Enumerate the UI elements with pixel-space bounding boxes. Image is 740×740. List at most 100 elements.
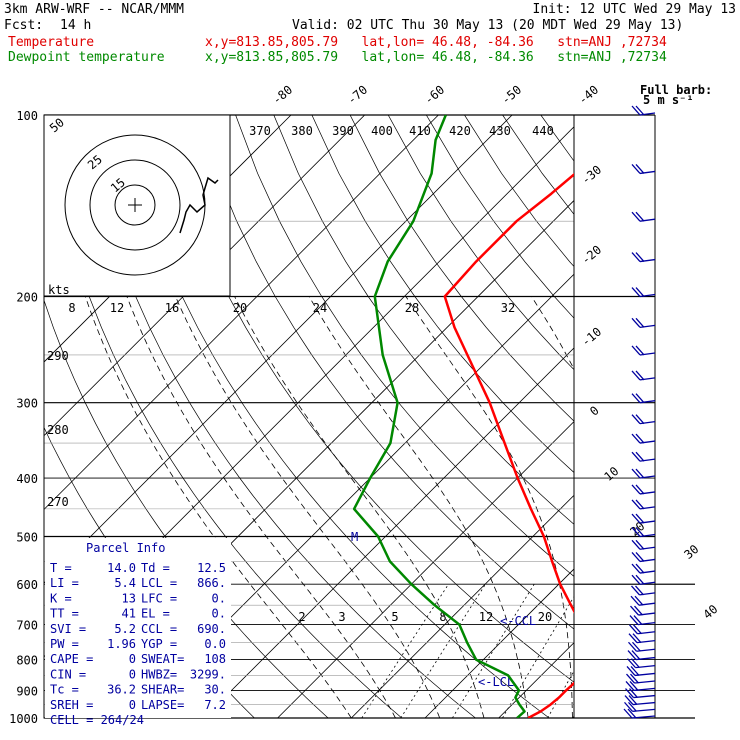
isotherm-line [424,568,574,718]
wind-barb [628,695,638,705]
parcel-info-value: 0 [129,667,136,681]
pressure-label: 400 [16,472,38,486]
wind-barb [639,506,656,510]
hodograph-trace [179,176,219,234]
isotherm-line [277,421,574,718]
wind-barb [627,650,637,660]
isotherm-line [44,115,439,510]
plot-frame [43,114,575,719]
wind-barb [639,218,656,222]
wind-barb [631,345,641,356]
mixing-ratio-line [452,583,535,718]
temperature-line [443,172,574,718]
wind-barb [624,695,634,705]
wind-barb [631,252,641,262]
temperature-legend: Temperature [8,35,95,50]
parcel-info-key: CIN = [50,667,86,681]
parcel-info-value: 12.5 [197,561,226,575]
wind-barb [635,252,645,262]
pressure-label: 900 [16,684,38,698]
parcel-info-value: 690. [197,622,226,636]
theta-label: 440 [532,124,554,138]
theta-label: 410 [409,124,431,138]
moist-adiabat-line [84,296,352,718]
moist-adiabat-line [234,296,485,718]
wind-barb [639,475,656,479]
moist-adiabat-line [405,296,573,718]
wind-barb [635,433,645,444]
isotherm-label: -40 [576,83,602,108]
dry-adiabat-line [425,115,574,319]
wind-barb [631,317,641,328]
parcel-info-title: Parcel Info [86,541,165,555]
mixing-ratio-label: 12 [479,610,493,624]
parcel-info-cell: CELL = 264/24 [50,713,144,727]
wind-barb [631,552,641,562]
isotherm-line [351,494,574,718]
wind-barb [632,641,641,652]
hodograph-ring [114,184,156,226]
wind-barb [635,513,645,524]
parcel-marker: M [351,530,358,544]
wind-barb [635,451,645,462]
mixing-ratio-label: 20 [538,610,552,624]
wind-barb [639,533,656,538]
wind-barb [635,552,645,562]
wind-barb [635,563,645,574]
parcel-info-value: 30. [204,683,226,697]
wind-barb [631,484,641,495]
hodograph-ring [89,159,181,251]
wind-barb [625,688,634,699]
isotherm-line [203,347,574,718]
dry-adiabat-label: 270 [47,495,69,509]
dewpoint-location: x,y=813.85,805.79 lat,lon= 46.48, -84.36… [205,50,667,65]
parcel-info-panel [45,538,231,718]
dry-adiabat-line [235,115,574,577]
dewpoint-line [352,115,526,718]
dry-adiabat-line [579,115,740,718]
mixing-ratio-line [502,595,574,718]
wind-barb [631,563,641,574]
wind-barb [639,592,656,596]
wind-barb [627,658,636,669]
wind-barb [626,666,636,676]
wind-barb [631,164,641,174]
mixing-ratio-line [400,583,486,718]
wind-barb [628,701,637,712]
parcel-info-value: 3299. [190,667,226,681]
pressure-label: 800 [16,654,38,668]
isotherm-line [720,115,740,718]
wind-barb [631,211,641,222]
pressure-label: 300 [16,397,38,411]
wind-barb [631,105,641,116]
dry-adiabat-line [540,115,574,162]
parcel-info-key: Tc = [50,683,79,697]
wind-barb [630,605,639,616]
wind-speed-tick-label: 20 [233,301,247,315]
moist-adiabat-line [661,297,691,719]
wind-barb [628,633,638,644]
wind-barb [631,539,641,550]
wind-barb [629,680,639,691]
wind-barb [624,701,633,712]
wind-barb [639,558,656,563]
ccl-marker: <-CCL [500,614,536,628]
lcl-marker: <-LCL [478,675,514,689]
isotherm-label: -20 [579,243,605,268]
wind-barb [631,414,641,425]
wind-barb [630,595,640,606]
wind-barb [635,393,645,404]
wind-barb [629,624,638,635]
wind-barb [633,615,643,626]
wind-barb [635,287,645,297]
parcel-info-value: 0.0 [204,637,226,651]
wind-barb [639,440,656,444]
parcel-info-key: SREH = [50,698,93,712]
wind-barb [629,688,638,699]
wind-barb [639,258,656,263]
theta-label: 400 [371,124,393,138]
wind-barb [631,527,641,537]
parcel-info-key: SWEAT= [141,652,184,666]
mixing-ratio-label: 8 [439,610,446,624]
pressure-label: 500 [16,530,38,544]
